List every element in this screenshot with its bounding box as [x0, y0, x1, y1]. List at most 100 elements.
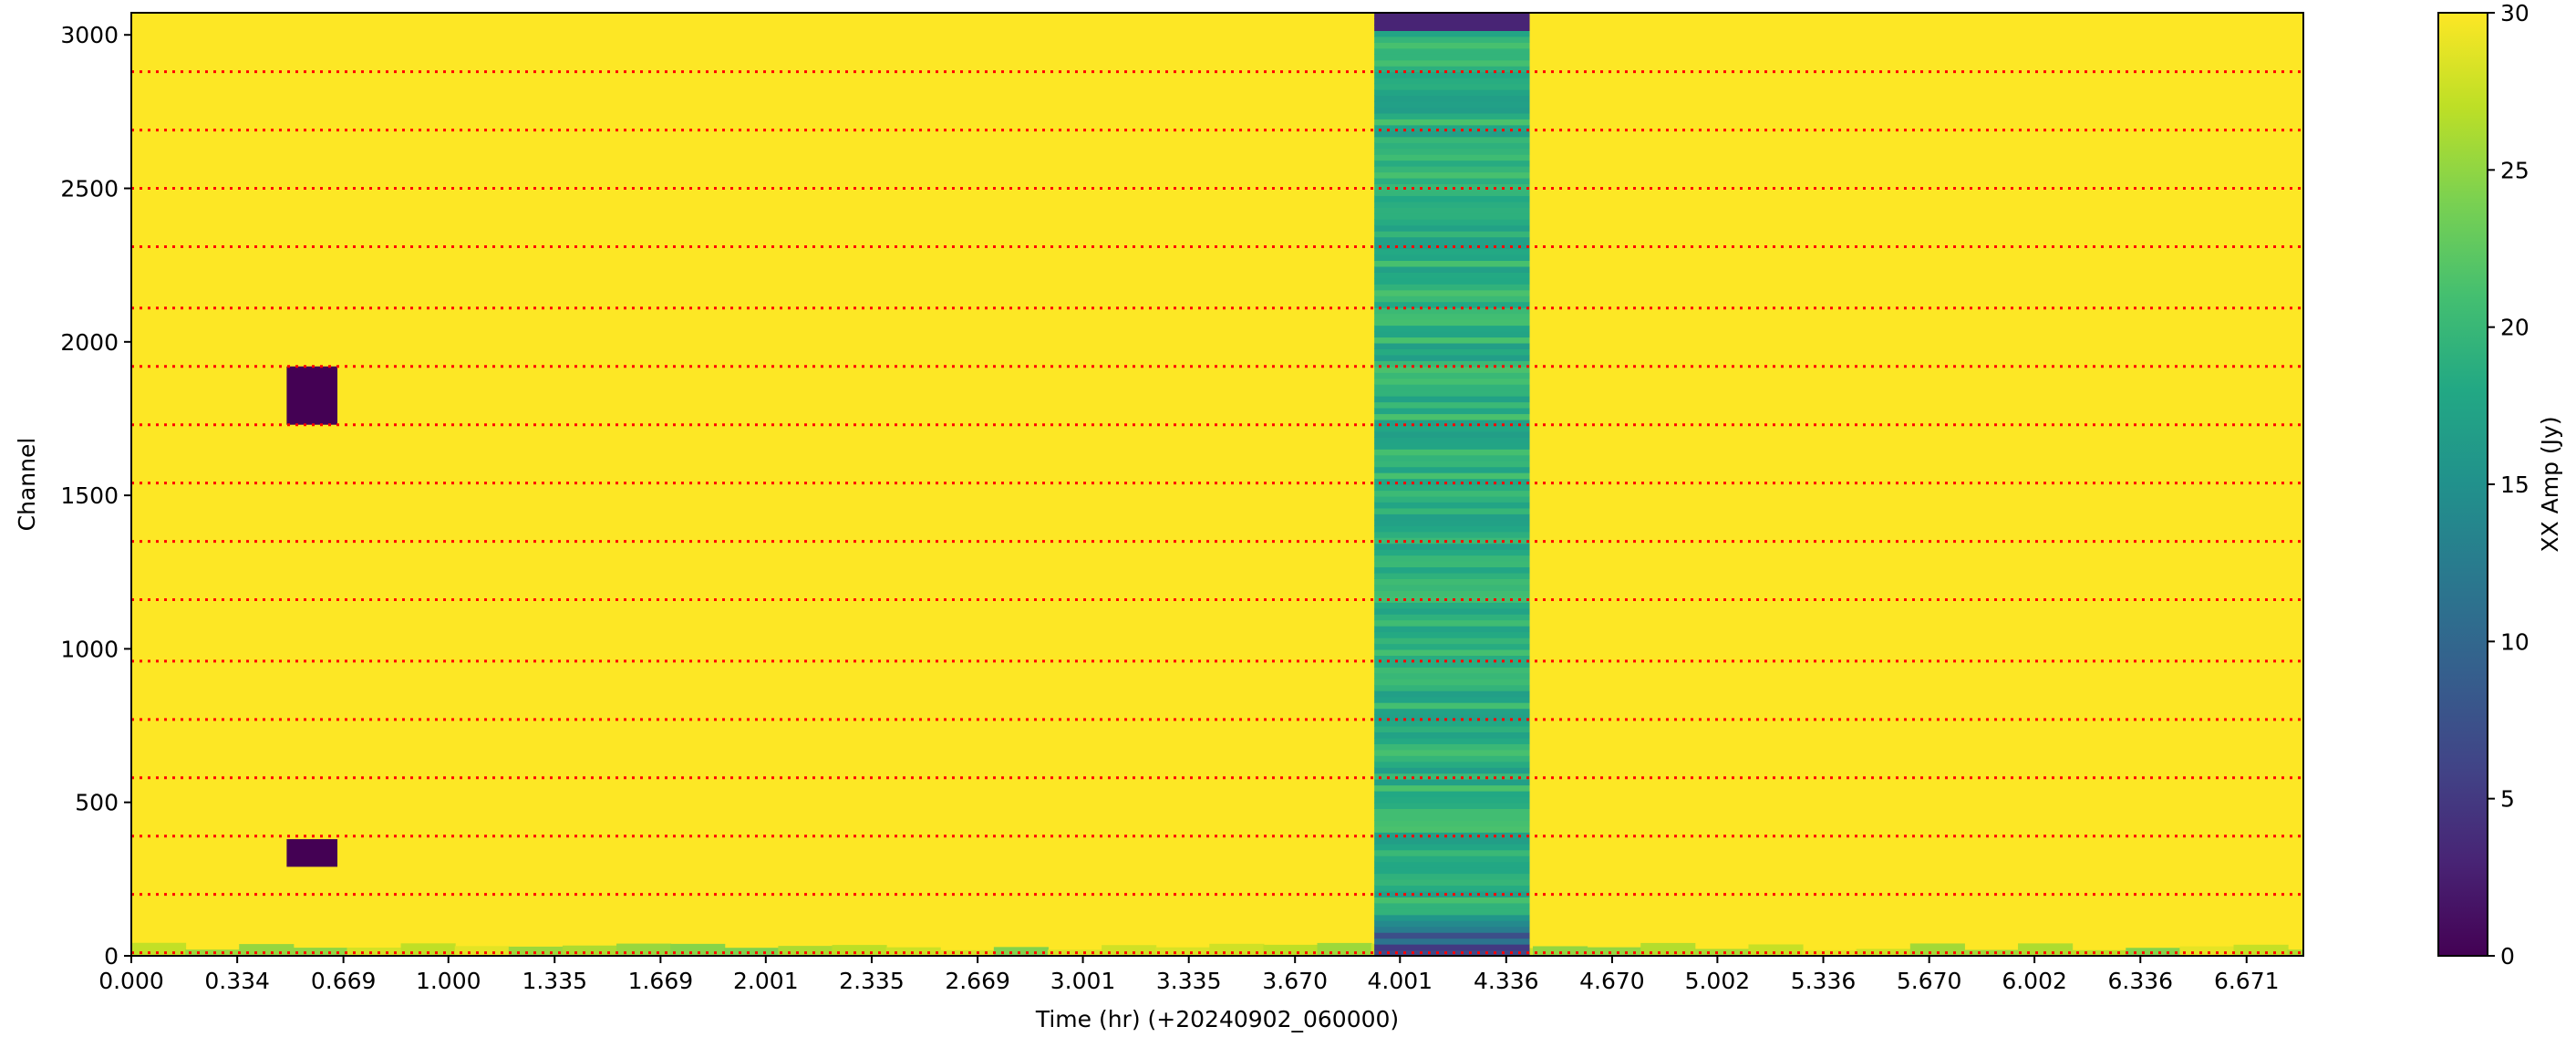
band-cell [1374, 183, 1530, 191]
band-cell [1374, 154, 1530, 161]
band-cell [1374, 708, 1530, 715]
band-cell [1374, 531, 1530, 538]
band-cell [1374, 507, 1530, 514]
band-cell [1374, 679, 1530, 686]
low-channel-cell [1102, 945, 1157, 956]
band-cell [1374, 142, 1530, 150]
low-channel-cell [993, 947, 1049, 956]
band-cell [1374, 330, 1530, 338]
band-cell [1374, 555, 1530, 562]
band-cell [1374, 837, 1530, 845]
band-cell [1374, 578, 1530, 586]
low-channel-cell [724, 948, 780, 956]
band-cell [1374, 619, 1530, 627]
colorbar-tick-label: 30 [2500, 0, 2529, 26]
band-cell [1374, 289, 1530, 296]
band-cell [1374, 248, 1530, 255]
band-cell [1374, 384, 1530, 391]
band-cell [1374, 124, 1530, 131]
x-tick-label: 3.001 [1050, 968, 1116, 994]
band-cell [1374, 437, 1530, 444]
band-cell [1374, 720, 1530, 727]
band-cell [1374, 42, 1530, 49]
band-cell [1374, 337, 1530, 344]
low-channel-cell [1532, 946, 1588, 956]
y-tick-label: 3000 [60, 22, 119, 48]
band-cell [1374, 779, 1530, 786]
band-cell [1374, 908, 1530, 916]
band-cell [1374, 189, 1530, 196]
band-cell [1374, 672, 1530, 679]
y-axis-label: Channel [14, 438, 40, 532]
x-tick-label: 5.002 [1685, 968, 1751, 994]
band-cell [1374, 825, 1530, 833]
low-channel-cell [1963, 949, 2020, 956]
band-cell [1374, 655, 1530, 662]
band-cell [1374, 284, 1530, 291]
band-cell [1374, 36, 1530, 43]
band-cell [1374, 944, 1530, 951]
low-channel-cell [1640, 942, 1696, 956]
band-cell [1374, 537, 1530, 544]
band-cell [1374, 30, 1530, 37]
low-channel-cell [1909, 943, 1965, 956]
band-cell [1374, 749, 1530, 756]
colorbar-tick-label: 5 [2500, 786, 2515, 813]
band-cell [1374, 631, 1530, 638]
band-cell [1374, 78, 1530, 85]
low-channel-cell [670, 943, 726, 956]
band-cell [1374, 614, 1530, 621]
band-cell [1374, 566, 1530, 574]
band-cell [1374, 543, 1530, 550]
band-cell [1374, 561, 1530, 568]
band-cell [1374, 171, 1530, 179]
low-channel-cell [347, 947, 402, 956]
low-channel-cell [2233, 944, 2289, 956]
y-tick-label: 500 [75, 790, 119, 816]
band-cell [1374, 737, 1530, 744]
band-cell [1374, 502, 1530, 509]
band-cell [1374, 525, 1530, 533]
band-cell [1374, 519, 1530, 526]
x-tick-label: 0.000 [98, 968, 164, 994]
band-cell [1374, 590, 1530, 597]
low-channel-cell [1856, 949, 1911, 956]
band-cell [1374, 584, 1530, 591]
band-cell [1374, 148, 1530, 155]
band-cell [1374, 396, 1530, 403]
band-cell [1374, 755, 1530, 762]
x-tick-label: 5.670 [1897, 968, 1962, 994]
band-cell [1374, 243, 1530, 250]
low-channel-cell [1802, 949, 1857, 956]
band-cell [1374, 207, 1530, 214]
low-channel-cell [562, 945, 618, 956]
band-cell [1374, 820, 1530, 827]
band-cell [1374, 54, 1530, 61]
colorbar-ticks: 0 5 10 15 20 25 30 [2488, 0, 2529, 970]
y-tick-label: 1500 [60, 482, 119, 509]
y-tick-label: 0 [104, 943, 119, 970]
x-tick-label: 6.336 [2107, 968, 2173, 994]
band-cell [1374, 112, 1530, 119]
band-cell [1374, 684, 1530, 691]
band-cell [1374, 808, 1530, 815]
band-cell [1374, 773, 1530, 780]
colorbar-tick-label: 0 [2500, 943, 2515, 970]
band-cell [1374, 13, 1530, 20]
band-cell [1374, 107, 1530, 114]
band-cell [1374, 743, 1530, 751]
band-cell [1374, 360, 1530, 368]
band-cell [1374, 920, 1530, 928]
band-cell [1374, 296, 1530, 303]
band-cell [1374, 325, 1530, 332]
band-cell [1374, 791, 1530, 798]
band-cell [1374, 272, 1530, 279]
band-cell [1374, 389, 1530, 397]
band-cell [1374, 490, 1530, 497]
band-cell [1374, 100, 1530, 108]
band-cell [1374, 844, 1530, 851]
band-cell [1374, 926, 1530, 933]
band-cell [1374, 201, 1530, 208]
band-cell [1374, 425, 1530, 432]
low-channel-cell [2179, 946, 2235, 956]
